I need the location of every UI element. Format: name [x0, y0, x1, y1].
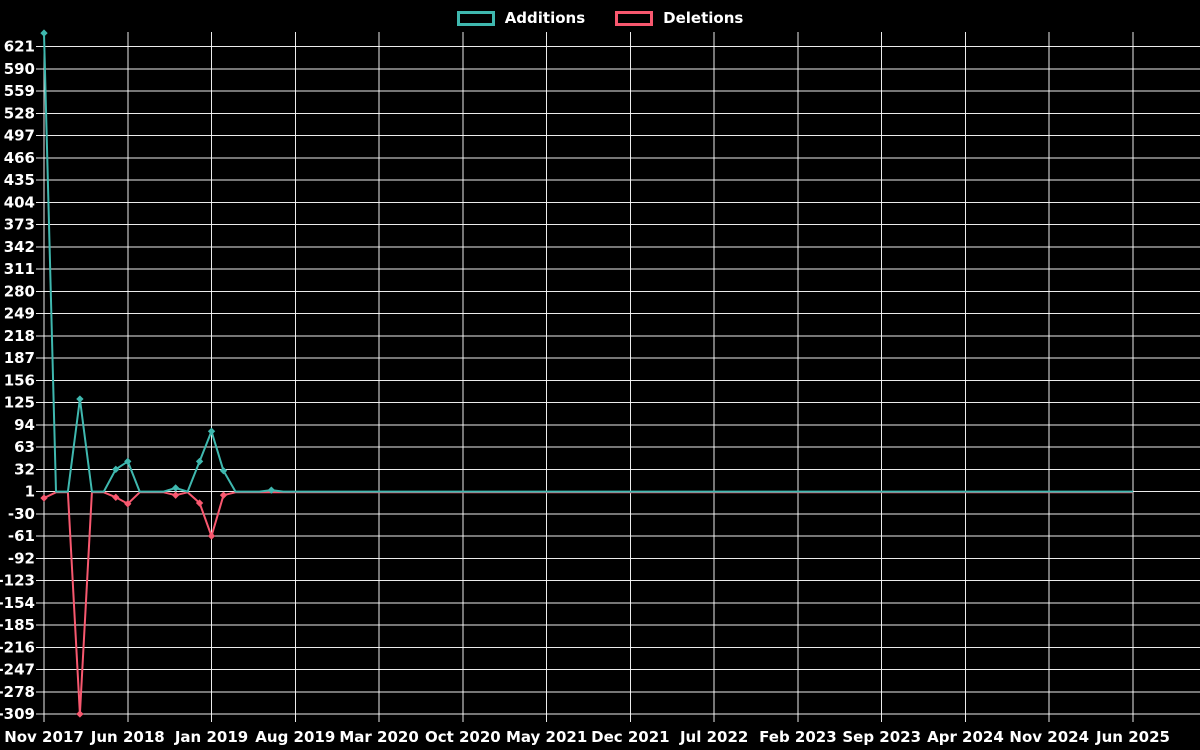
- y-tick-label: -123: [0, 572, 35, 590]
- x-tick-label: Jun 2025: [1095, 728, 1170, 746]
- additions-point-marker: [76, 395, 84, 403]
- y-tick-label: 32: [14, 460, 35, 478]
- y-tick-label: -61: [8, 527, 35, 545]
- y-tick-label: -92: [8, 549, 35, 567]
- legend-label-deletions: Deletions: [663, 8, 744, 27]
- y-tick-label: 1: [25, 483, 35, 501]
- chart-legend: Additions Deletions: [0, 7, 1200, 29]
- additions-point-marker: [267, 486, 276, 494]
- additions-swatch-icon: [456, 10, 495, 26]
- y-tick-label: 528: [4, 104, 35, 122]
- x-tick-label: Aug 2019: [255, 728, 335, 746]
- y-tick-label: -216: [0, 638, 35, 656]
- legend-item-additions[interactable]: Additions: [456, 8, 586, 27]
- y-tick-label: -309: [0, 705, 35, 723]
- y-tick-label: 559: [4, 82, 35, 100]
- y-tick-label: 187: [4, 349, 35, 367]
- x-tick-label: Dec 2021: [591, 728, 670, 746]
- x-tick-label: Mar 2020: [339, 728, 418, 746]
- y-tick-label: -30: [8, 505, 35, 523]
- y-tick-label: 311: [4, 260, 35, 278]
- y-tick-label: 156: [4, 371, 35, 389]
- additions-point-marker: [219, 467, 228, 475]
- y-tick-label: -154: [0, 594, 35, 612]
- x-tick-label: Apr 2024: [927, 728, 1004, 746]
- y-tick-label: -247: [0, 661, 35, 679]
- y-tick-label: 280: [4, 282, 35, 300]
- additions-point-marker: [40, 29, 48, 37]
- y-tick-label: 94: [14, 416, 35, 434]
- deletions-point-marker: [40, 494, 48, 502]
- deletions-point-marker: [76, 710, 84, 718]
- y-tick-label: 249: [4, 305, 35, 323]
- additions-point-marker: [171, 484, 180, 492]
- deletions-point-marker: [171, 491, 180, 499]
- y-tick-label: 435: [4, 171, 35, 189]
- x-tick-label: Nov 2017: [4, 728, 84, 746]
- x-tick-label: Sep 2023: [842, 728, 921, 746]
- deletions-point-marker: [195, 499, 204, 507]
- y-tick-label: 466: [4, 149, 35, 167]
- y-tick-label: 590: [4, 60, 35, 78]
- x-tick-label: May 2021: [506, 728, 587, 746]
- y-tick-label: -278: [0, 683, 35, 701]
- y-tick-label: 621: [4, 38, 35, 56]
- additions-line: [43, 33, 1133, 493]
- additions-point-marker: [207, 427, 216, 435]
- deletions-point-marker: [219, 491, 228, 499]
- additions-point-marker: [195, 457, 204, 466]
- y-tick-label: 63: [14, 438, 35, 456]
- x-tick-label: Jun 2018: [90, 728, 165, 746]
- x-tick-label: Feb 2023: [759, 728, 837, 746]
- legend-label-additions: Additions: [504, 8, 586, 27]
- x-tick-label: Jan 2019: [174, 728, 248, 746]
- deletions-point-marker: [207, 532, 216, 540]
- y-tick-label: 404: [4, 193, 35, 211]
- deletions-point-marker: [112, 493, 120, 501]
- x-tick-label: Nov 2024: [1009, 728, 1089, 746]
- y-tick-label: 497: [4, 127, 35, 145]
- y-tick-label: 373: [4, 216, 35, 234]
- x-tick-label: Jul 2022: [679, 728, 748, 746]
- deletions-swatch-icon: [615, 10, 654, 26]
- y-tick-label: 218: [4, 327, 35, 345]
- legend-item-deletions[interactable]: Deletions: [615, 8, 744, 27]
- y-tick-label: -185: [0, 616, 35, 634]
- y-tick-label: 125: [4, 394, 35, 412]
- y-tick-label: 342: [4, 238, 35, 256]
- x-tick-label: Oct 2020: [425, 728, 501, 746]
